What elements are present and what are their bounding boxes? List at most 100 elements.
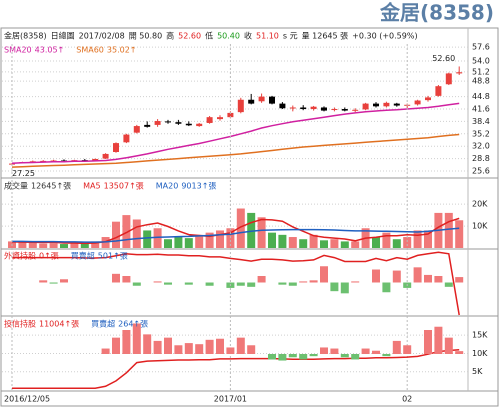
candle-body	[373, 103, 379, 107]
candle-body	[414, 100, 421, 105]
bar	[424, 274, 432, 283]
bar	[372, 269, 380, 283]
bar	[18, 242, 27, 248]
bar	[122, 215, 131, 248]
bar	[382, 232, 391, 248]
legend-label: 成交量	[4, 181, 28, 191]
candle-body	[300, 107, 307, 110]
bar	[184, 343, 193, 354]
bar	[278, 354, 287, 361]
bar	[164, 239, 172, 248]
bar	[153, 281, 162, 283]
bar	[351, 241, 360, 248]
bar	[257, 276, 266, 283]
legend-label: 買賣超	[91, 319, 115, 329]
candle-body	[269, 96, 275, 104]
bar	[320, 266, 328, 283]
candle-body	[435, 86, 442, 96]
info-text: 51.10	[256, 32, 279, 41]
bar	[444, 337, 453, 354]
bar	[247, 212, 256, 248]
legend-value: 11004↑張	[39, 320, 79, 329]
legend-label: 買賣超	[71, 251, 95, 261]
candle-body	[352, 109, 359, 111]
bar	[101, 348, 110, 354]
y-tick-label: 25.6	[472, 166, 490, 175]
bar	[413, 267, 422, 283]
bar	[299, 354, 308, 360]
y-tick-label: 10K	[472, 222, 488, 231]
legend-label: SMA20	[4, 46, 32, 55]
bar	[226, 347, 235, 354]
info-text: s 元	[283, 32, 298, 41]
candle-body	[102, 153, 109, 159]
bar	[49, 282, 58, 284]
candle-body	[331, 109, 338, 111]
legend-label: 外資持股	[4, 251, 36, 261]
info-text: 低	[205, 31, 213, 41]
legend-value: 43.05↑	[35, 46, 65, 55]
bar	[174, 237, 183, 248]
info-text: 52.60	[178, 32, 201, 41]
candle-body	[279, 103, 286, 109]
bar	[132, 282, 141, 286]
info-text: 金居(8358)	[4, 31, 47, 41]
legend-value: 35.02↑	[107, 46, 137, 55]
bar	[434, 326, 443, 354]
x-tick-label: 2017/01	[214, 395, 247, 404]
legend-value: 9013↑張	[181, 182, 216, 191]
bar	[195, 234, 204, 248]
line-series	[12, 349, 460, 389]
bar	[132, 323, 141, 354]
bar	[216, 338, 224, 354]
y-tick-label: 41.6	[472, 105, 490, 114]
candle-body	[393, 103, 400, 106]
bar	[184, 238, 193, 248]
bar	[330, 282, 339, 292]
candle-body	[362, 103, 369, 110]
bar	[28, 241, 37, 248]
info-text: 日總圖	[51, 31, 75, 41]
bar	[340, 241, 349, 248]
bar	[299, 281, 308, 283]
candle-body	[165, 121, 171, 123]
info-text: 50.40	[217, 32, 240, 41]
candle-body	[456, 72, 463, 74]
bar	[164, 282, 172, 285]
legend-value: 13507↑張	[104, 182, 144, 191]
candle-body	[227, 112, 234, 118]
bar	[330, 239, 339, 248]
candle-body	[217, 117, 223, 120]
bar	[320, 347, 328, 354]
candle-body	[92, 158, 99, 161]
bar	[153, 228, 162, 248]
candle-body	[206, 117, 213, 123]
y-tick-label: 54.0	[472, 57, 490, 66]
x-tick-label: 2016/12/05	[4, 395, 50, 404]
y-tick-label: 28.8	[472, 154, 490, 163]
bar	[309, 234, 318, 248]
legend-value: 12645↑張	[31, 182, 71, 191]
bar	[205, 339, 214, 354]
y-tick-label: 32.0	[472, 142, 490, 151]
bar	[455, 351, 464, 354]
bar	[216, 230, 224, 248]
y-tick-label: 38.4	[472, 117, 490, 126]
candle-body	[248, 99, 255, 104]
candle-body	[113, 143, 119, 152]
bar	[455, 277, 464, 283]
candle-body	[237, 99, 244, 113]
y-tick-label: 48.8	[472, 77, 490, 86]
legend-label: SMA60	[76, 46, 104, 55]
bar	[444, 212, 453, 248]
bar	[80, 243, 89, 248]
bar	[278, 282, 287, 285]
bar	[143, 334, 152, 354]
line-series	[11, 102, 460, 164]
bar	[112, 273, 120, 283]
bar	[309, 354, 318, 357]
candle-body	[321, 107, 327, 111]
bar	[340, 282, 349, 294]
bar	[299, 239, 308, 248]
